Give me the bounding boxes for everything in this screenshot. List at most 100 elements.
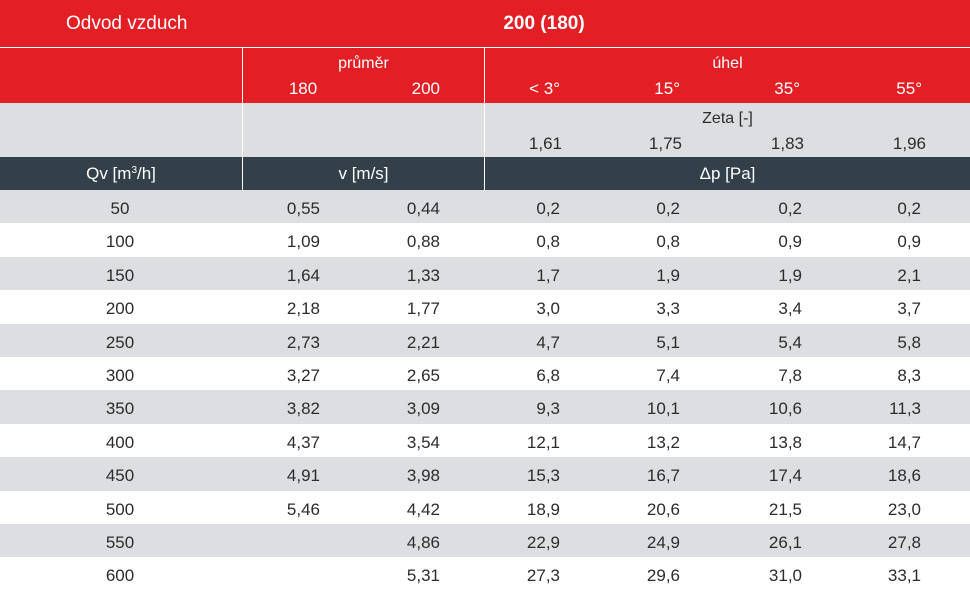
cell-v200: 4,86 bbox=[406, 533, 440, 552]
cell-qv: 100 bbox=[105, 232, 135, 252]
cell-dp-lt3: 4,7 bbox=[536, 332, 560, 352]
zeta-row: Zeta [-] 1,61 1,75 1,83 1,96 bbox=[0, 103, 970, 157]
angle-lt3: < 3° bbox=[529, 79, 560, 98]
cell-dp-15: 24,9 bbox=[646, 533, 680, 552]
header-v: v [m/s] bbox=[338, 164, 389, 183]
table-row: 100 1,09 0,88 0,8 0,8 0,9 0,9 bbox=[0, 223, 970, 257]
group-diameter-label: průměr bbox=[338, 55, 389, 72]
cell-dp-35: 21,5 bbox=[768, 499, 802, 519]
cell-qv: 550 bbox=[105, 533, 135, 552]
cell-dp-lt3: 3,0 bbox=[536, 299, 560, 319]
cell-dp-15: 1,9 bbox=[656, 265, 680, 285]
cell-dp-55: 5,8 bbox=[897, 332, 921, 352]
column-header-row: Qv [m3/h] v [m/s] Δp [Pa] bbox=[0, 157, 970, 190]
table-row: 500 5,46 4,42 18,9 20,6 21,5 23,0 bbox=[0, 490, 970, 524]
cell-dp-15: 20,6 bbox=[646, 499, 680, 519]
cell-dp-15: 13,2 bbox=[646, 432, 680, 452]
cell-dp-lt3: 15,3 bbox=[526, 466, 560, 486]
cell-v200: 3,54 bbox=[406, 432, 440, 452]
cell-dp-15: 16,7 bbox=[646, 466, 680, 486]
table-row: 600 5,31 27,3 29,6 31,0 33,1 bbox=[0, 557, 970, 591]
cell-dp-35: 7,8 bbox=[778, 366, 802, 385]
cell-qv: 150 bbox=[105, 265, 135, 285]
zeta-value: 1,75 bbox=[648, 134, 682, 153]
cell-v180: 2,18 bbox=[286, 299, 320, 319]
cell-dp-55: 3,7 bbox=[897, 299, 921, 319]
column-divider bbox=[242, 103, 243, 157]
cell-dp-35: 13,8 bbox=[768, 432, 802, 452]
angle-35: 35° bbox=[774, 79, 800, 98]
cell-dp-55: 0,9 bbox=[897, 232, 921, 252]
cell-v200: 3,09 bbox=[406, 399, 440, 419]
table-row: 50 0,55 0,44 0,2 0,2 0,2 0,2 bbox=[0, 190, 970, 224]
header-dp: Δp [Pa] bbox=[699, 164, 756, 183]
zeta-label: Zeta [-] bbox=[702, 110, 753, 127]
group-angle-label: úhel bbox=[712, 55, 743, 72]
angle-15: 15° bbox=[654, 79, 680, 98]
cell-v180: 4,91 bbox=[286, 466, 320, 486]
cell-v200: 4,42 bbox=[406, 499, 440, 519]
column-divider bbox=[242, 48, 243, 103]
cell-dp-15: 5,1 bbox=[656, 332, 680, 352]
cell-dp-35: 31,0 bbox=[768, 566, 802, 586]
cell-dp-55: 14,7 bbox=[887, 432, 921, 452]
cell-qv: 200 bbox=[105, 299, 135, 319]
cell-v180: 4,37 bbox=[286, 432, 320, 452]
cell-dp-lt3: 1,7 bbox=[536, 265, 560, 285]
cell-qv: 250 bbox=[105, 332, 135, 352]
cell-v180: 5,46 bbox=[286, 499, 320, 519]
cell-v180: 1,64 bbox=[286, 265, 320, 285]
cell-dp-15: 3,3 bbox=[656, 299, 680, 319]
column-divider bbox=[484, 157, 485, 190]
cell-qv: 300 bbox=[105, 366, 135, 385]
cell-v180: 0,55 bbox=[286, 199, 320, 218]
table-row: 350 3,82 3,09 9,3 10,1 10,6 11,3 bbox=[0, 390, 970, 424]
cell-v200: 0,44 bbox=[406, 199, 440, 218]
cell-dp-35: 0,2 bbox=[778, 199, 802, 218]
cell-dp-55: 11,3 bbox=[889, 399, 921, 419]
cell-dp-lt3: 18,9 bbox=[526, 499, 560, 519]
table-row: 250 2,73 2,21 4,7 5,1 5,4 5,8 bbox=[0, 323, 970, 357]
cell-dp-lt3: 22,9 bbox=[526, 533, 560, 552]
zeta-value: 1,61 bbox=[528, 134, 562, 153]
cell-v180: 2,73 bbox=[286, 332, 320, 352]
cell-dp-lt3: 12,1 bbox=[526, 432, 560, 452]
cell-qv: 500 bbox=[105, 499, 135, 519]
cell-dp-55: 23,0 bbox=[887, 499, 921, 519]
cell-qv: 450 bbox=[105, 466, 135, 486]
cell-dp-lt3: 27,3 bbox=[526, 566, 560, 586]
cell-dp-35: 10,6 bbox=[768, 399, 802, 419]
cell-dp-55: 8,3 bbox=[897, 366, 921, 385]
table-row: 150 1,64 1,33 1,7 1,9 1,9 2,1 bbox=[0, 256, 970, 291]
cell-dp-55: 33,1 bbox=[887, 566, 921, 586]
cell-dp-55: 18,6 bbox=[887, 466, 921, 486]
cell-dp-lt3: 6,8 bbox=[536, 366, 560, 385]
zeta-value: 1,83 bbox=[770, 134, 804, 153]
cell-dp-15: 7,4 bbox=[656, 366, 680, 385]
cell-dp-lt3: 0,8 bbox=[536, 232, 560, 252]
cell-v180: 1,09 bbox=[286, 232, 320, 252]
cell-qv: 350 bbox=[105, 399, 135, 419]
table-row: 300 3,27 2,65 6,8 7,4 7,8 8,3 bbox=[0, 357, 970, 391]
cell-dp-35: 3,4 bbox=[778, 299, 802, 319]
cell-dp-15: 10,1 bbox=[646, 399, 680, 419]
diameter-200: 200 bbox=[411, 79, 440, 98]
cell-dp-15: 0,8 bbox=[656, 232, 680, 252]
cell-v200: 5,31 bbox=[406, 566, 440, 586]
cell-qv: 50 bbox=[110, 199, 130, 218]
header-qv: Qv [m3/h] bbox=[86, 164, 156, 183]
table-row: 200 2,18 1,77 3,0 3,3 3,4 3,7 bbox=[0, 290, 970, 324]
title-bar: Odvod vzduch 200 (180) bbox=[0, 0, 970, 47]
cell-dp-lt3: 0,2 bbox=[536, 199, 560, 218]
cell-dp-35: 26,1 bbox=[768, 533, 802, 552]
cell-dp-35: 5,4 bbox=[778, 332, 802, 352]
table-row: 450 4,91 3,98 15,3 16,7 17,4 18,6 bbox=[0, 457, 970, 491]
cell-qv: 400 bbox=[105, 432, 135, 452]
cell-dp-35: 1,9 bbox=[778, 265, 802, 285]
column-divider bbox=[484, 48, 485, 103]
cell-v200: 1,77 bbox=[406, 299, 440, 319]
cell-v200: 2,21 bbox=[406, 332, 440, 352]
cell-v180: 3,27 bbox=[286, 366, 320, 385]
cell-dp-55: 2,1 bbox=[897, 265, 921, 285]
